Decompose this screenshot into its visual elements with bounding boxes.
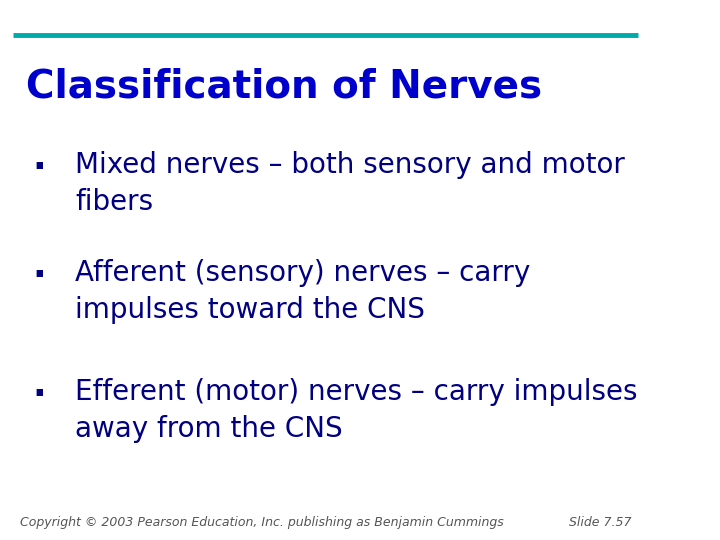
Text: Copyright © 2003 Pearson Education, Inc. publishing as Benjamin Cummings: Copyright © 2003 Pearson Education, Inc.… [19,516,503,529]
Text: Classification of Nerves: Classification of Nerves [26,68,542,105]
Text: ·: · [32,151,46,185]
Text: Efferent (motor) nerves – carry impulses
away from the CNS: Efferent (motor) nerves – carry impulses… [75,378,637,443]
Text: Afferent (sensory) nerves – carry
impulses toward the CNS: Afferent (sensory) nerves – carry impuls… [75,259,530,324]
Text: ·: · [32,378,46,412]
Text: ·: · [32,259,46,293]
Text: Slide 7.57: Slide 7.57 [570,516,631,529]
Text: Mixed nerves – both sensory and motor
fibers: Mixed nerves – both sensory and motor fi… [75,151,625,216]
